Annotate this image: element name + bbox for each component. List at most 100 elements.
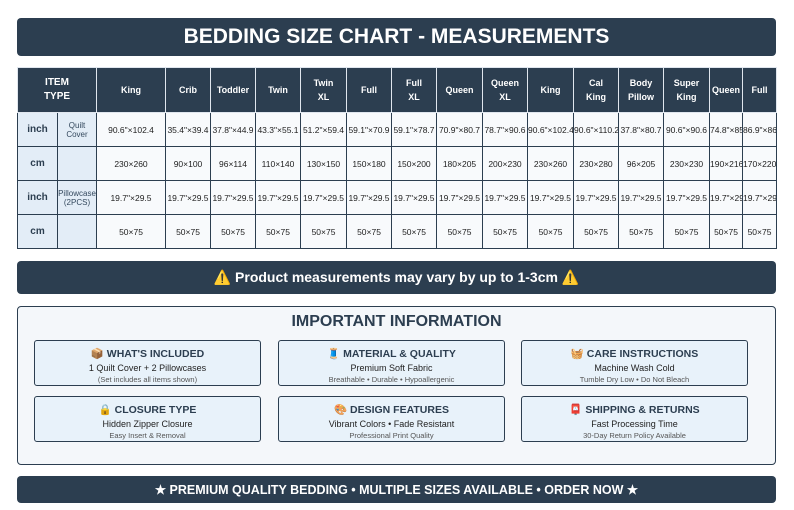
value-cell: 50×75 (300, 214, 347, 249)
card-main: Premium Soft Fabric (350, 363, 433, 373)
card-main: Vibrant Colors • Fade Resistant (328, 419, 455, 429)
value-cell: 19.7"×29.5 (527, 180, 574, 215)
column-header: Twin (255, 67, 301, 113)
info-panel: IMPORTANT INFORMATION 📦 WHAT'S INCLUDED 1… (17, 306, 776, 465)
column-header: Crib (165, 67, 211, 113)
value-cell: 50×75 (573, 214, 619, 249)
card-title: 🔒 CLOSURE TYPE (98, 404, 197, 416)
item-header: ITEM TYPE (17, 67, 97, 113)
card-title: 📮 SHIPPING & RETURNS (569, 404, 700, 416)
info-card: 🧵 MATERIAL & QUALITY Premium Soft Fabric B… (278, 340, 505, 386)
value-cell: 130×150 (300, 146, 347, 181)
column-header: Queen XL (482, 67, 528, 113)
card-sub: (Set includes all items shown) (97, 375, 198, 384)
info-card: 📮 SHIPPING & RETURNS Fast Processing Time… (521, 396, 748, 442)
card-main: Hidden Zipper Closure (102, 419, 193, 429)
value-cell: 50×75 (210, 214, 256, 249)
value-cell: 19.7"×29.5 (96, 180, 166, 215)
column-header: King (527, 67, 574, 113)
value-cell: 90.6"×102.4 (96, 112, 166, 147)
value-cell: 43.3"×55.1 (255, 112, 301, 147)
value-cell: 90.6"×110.2 (573, 112, 619, 147)
value-cell: 19.7"×29.5 (618, 180, 664, 215)
column-header: Cal King (573, 67, 619, 113)
value-cell: 19.7"×29.5 (482, 180, 528, 215)
value-cell: 50×75 (346, 214, 392, 249)
value-cell: 50×75 (96, 214, 166, 249)
value-cell: 90×100 (165, 146, 211, 181)
card-sub: Professional Print Quality (349, 431, 434, 440)
column-header: Full (742, 67, 777, 113)
value-cell: 74.8"×85.0 (709, 112, 743, 147)
value-cell: 59.1"×78.7 (391, 112, 437, 147)
value-cell: 96×205 (618, 146, 664, 181)
card-title: 🧺 CARE INSTRUCTIONS (570, 348, 699, 360)
column-header-text: Twin XL (313, 78, 334, 102)
column-header-text: Full (361, 85, 377, 95)
card-sub: Breathable • Durable • Hypoallergenic (328, 375, 455, 384)
value-cell: 19.7"×29.5 (391, 180, 437, 215)
value-cell: 19.7"×29.5 (709, 180, 743, 215)
card-title: 📦 WHAT'S INCLUDED (90, 348, 205, 360)
value-cell: 19.7"×29.5 (346, 180, 392, 215)
column-header: King (96, 67, 166, 113)
card-title: 🧵 MATERIAL & QUALITY (327, 348, 456, 360)
value-cell: 230×230 (663, 146, 710, 181)
info-card: 🧺 CARE INSTRUCTIONS Machine Wash Cold Tumb… (521, 340, 748, 386)
value-cell: 170×220 (742, 146, 777, 181)
column-header: Full XL (391, 67, 437, 113)
column-header: Twin XL (300, 67, 347, 113)
value-cell: 96×114 (210, 146, 256, 181)
title: BEDDING SIZE CHART - MEASUREMENTS (17, 18, 776, 56)
unit-cell: inch (17, 112, 58, 147)
unit-cell: cm (17, 214, 58, 249)
value-cell: 50×75 (436, 214, 483, 249)
column-header-text: King (540, 85, 561, 95)
footer: ★ PREMIUM QUALITY BEDDING • MULTIPLE SIZ… (17, 476, 776, 503)
card-main: Fast Processing Time (591, 419, 678, 429)
value-cell: 150×200 (391, 146, 437, 181)
value-cell: 90.6"×102.4 (527, 112, 574, 147)
value-cell: 190×216 (709, 146, 743, 181)
value-cell: 51.2"×59.4 (300, 112, 347, 147)
value-cell: 50×75 (709, 214, 743, 249)
column-header-text: Queen XL (490, 78, 519, 102)
column-header: Full (346, 67, 392, 113)
value-cell: 37.8"×80.7 (618, 112, 664, 147)
card-title: 🎨 DESIGN FEATURES (334, 404, 449, 416)
column-header: Body Pillow (618, 67, 664, 113)
column-header-text: Full XL (406, 78, 422, 102)
column-header-text: Queen (445, 85, 474, 95)
item-cell (57, 146, 97, 181)
card-sub: 30-Day Return Policy Available (583, 431, 686, 440)
column-header-text: King (121, 85, 141, 95)
column-header-text: Body Pillow (628, 78, 655, 102)
column-header-text: Cal King (586, 78, 606, 102)
info-card: 🎨 DESIGN FEATURES Vibrant Colors • Fade R… (278, 396, 505, 442)
column-header-text: Full (751, 85, 768, 95)
value-cell: 50×75 (663, 214, 710, 249)
info-card: 📦 WHAT'S INCLUDED 1 Quilt Cover + 2 Pillo… (34, 340, 261, 386)
table-row: cm 50×75 50×75 50×75 50×75 50×75 50×75 50×75 50×… (17, 214, 777, 249)
value-cell: 19.7"×29.5 (300, 180, 347, 215)
column-header-text: Crib (179, 85, 197, 95)
unit-cell: cm (17, 146, 58, 181)
value-cell: 19.7"×29.5 (663, 180, 710, 215)
value-cell: 50×75 (742, 214, 777, 249)
item-cell: Pillowcase (2PCS) (57, 180, 97, 215)
item-cell: Quilt Cover (57, 112, 97, 147)
value-cell: 19.7"×29.5 (573, 180, 619, 215)
table-row: inch Quilt Cover 90.6"×102.4 35.4"×39.4 37.8… (17, 112, 777, 147)
value-cell: 19.7"×29.5 (210, 180, 256, 215)
item-cell (57, 214, 97, 249)
header-row: ITEM TYPE King Crib Toddler Twin Twin XL Full F… (17, 67, 777, 113)
value-cell: 50×75 (482, 214, 528, 249)
value-cell: 230×260 (527, 146, 574, 181)
column-header-text: Queen (711, 85, 740, 95)
value-cell: 90.6"×90.6 (663, 112, 710, 147)
value-cell: 50×75 (255, 214, 301, 249)
value-cell: 50×75 (618, 214, 664, 249)
column-header: Queen (436, 67, 483, 113)
value-cell: 230×260 (96, 146, 166, 181)
